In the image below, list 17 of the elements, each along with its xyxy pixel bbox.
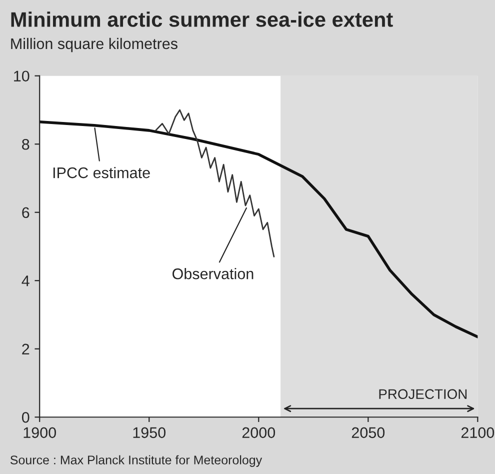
annotation: Observation bbox=[172, 268, 254, 280]
x-tick-label: 2000 bbox=[242, 427, 276, 438]
y-tick-label: 10 bbox=[14, 70, 30, 82]
chart-title: Minimum arctic summer sea-ice extent bbox=[11, 12, 393, 27]
y-tick-label: 8 bbox=[22, 138, 30, 150]
x-tick-label: 2100 bbox=[461, 427, 494, 438]
y-tick-label: 6 bbox=[22, 207, 30, 218]
chart-subtitle: Million square kilometres bbox=[11, 38, 178, 52]
annotation: IPCC estimate bbox=[53, 166, 150, 178]
x-tick-label: 2050 bbox=[352, 427, 385, 438]
y-tick-label: 4 bbox=[22, 276, 30, 286]
band-label: PROJECTION bbox=[379, 389, 467, 400]
source-note: Source : Max Planck Institute for Meteorology bbox=[10, 455, 262, 467]
y-tick-label: 0 bbox=[22, 412, 30, 423]
x-tick-label: 1950 bbox=[133, 427, 166, 438]
x-tick-label: 1900 bbox=[24, 427, 56, 438]
y-tick-label: 2 bbox=[22, 344, 30, 354]
